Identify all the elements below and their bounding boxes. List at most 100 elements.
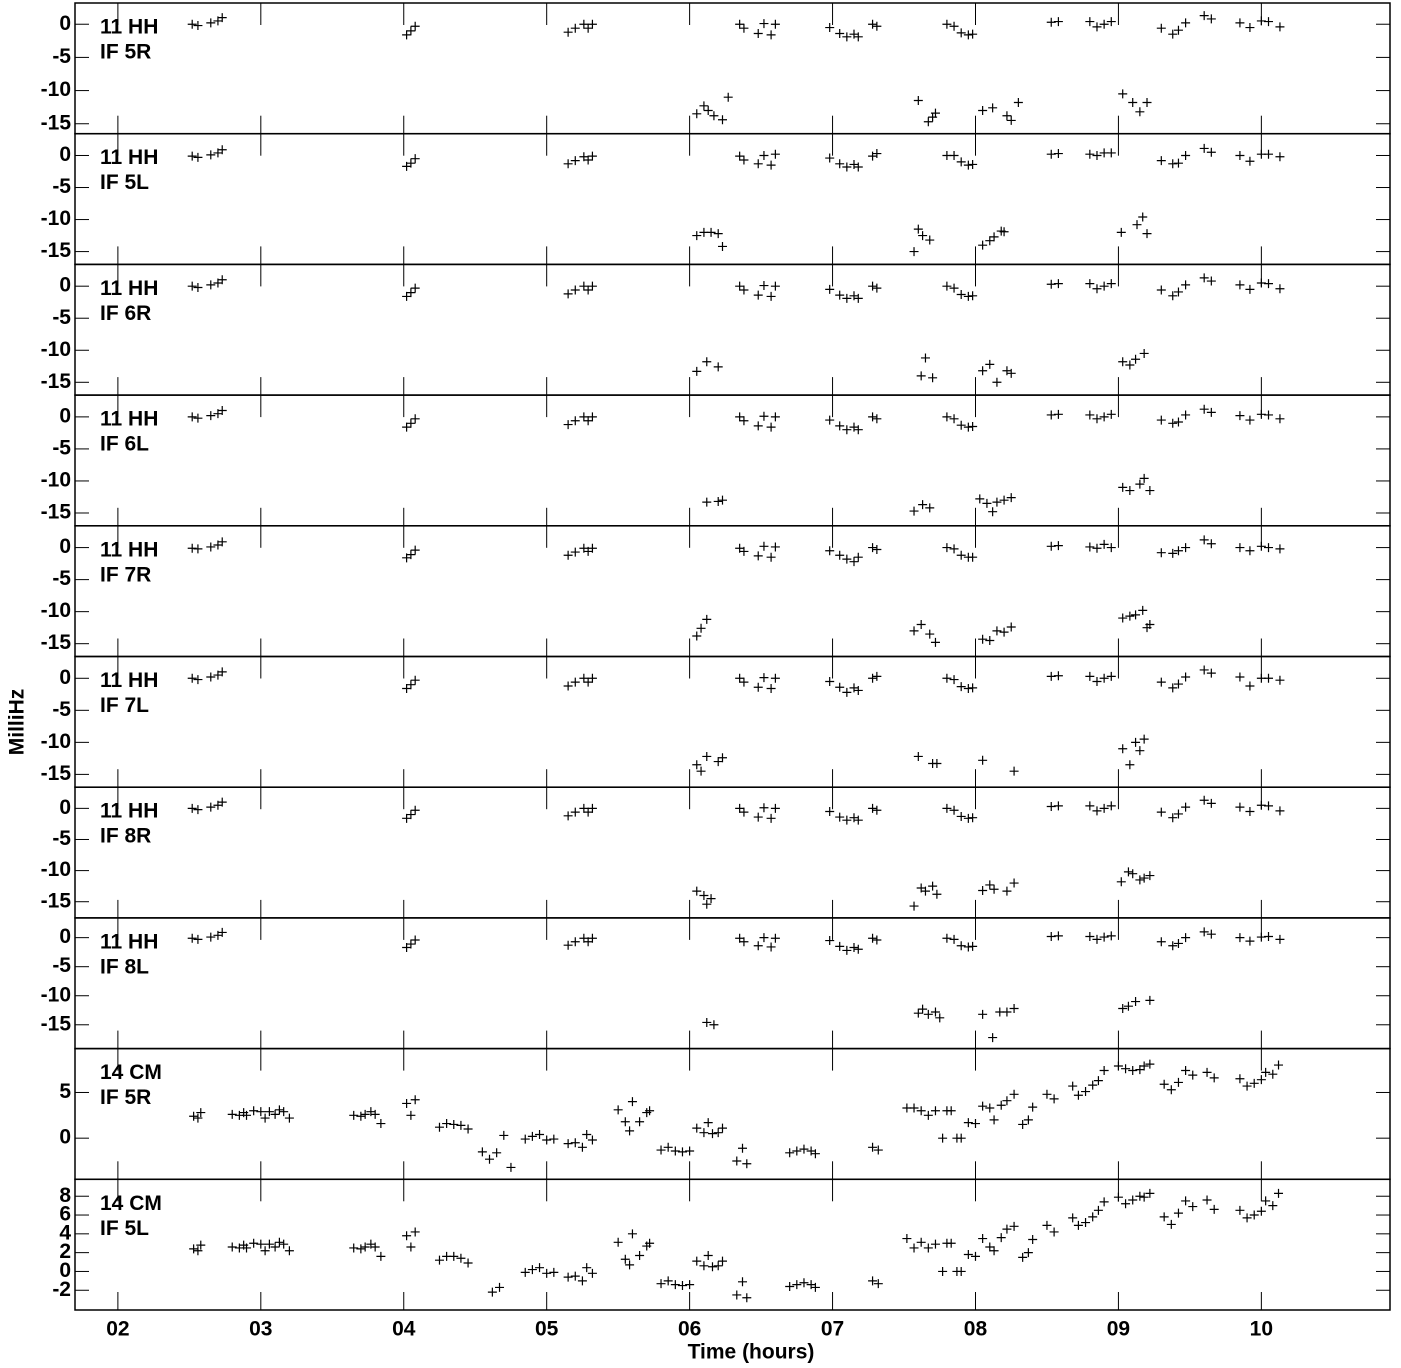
point <box>956 941 966 951</box>
point <box>918 231 928 241</box>
point <box>587 543 597 553</box>
point <box>1118 1004 1128 1014</box>
point <box>989 232 999 242</box>
y-tick-label: 6 <box>59 1203 71 1226</box>
point <box>520 1267 530 1277</box>
point <box>909 1243 919 1253</box>
point <box>739 677 749 687</box>
point <box>563 550 573 560</box>
y-tick-label: 0 <box>59 12 71 35</box>
point <box>930 108 940 118</box>
point <box>699 1261 709 1271</box>
point <box>193 544 203 554</box>
point <box>916 619 926 629</box>
point <box>735 412 745 422</box>
point <box>402 30 412 40</box>
y-axis-label: MilliHz <box>6 689 29 756</box>
point <box>1199 927 1209 937</box>
panel-frame <box>74 786 1391 919</box>
point <box>1235 18 1245 28</box>
point <box>1274 1188 1284 1198</box>
y-tick-label: -5 <box>52 567 71 590</box>
point <box>410 414 420 424</box>
point <box>1256 16 1266 26</box>
point <box>656 1145 666 1155</box>
point <box>1125 611 1135 621</box>
point <box>723 92 733 102</box>
point <box>1085 279 1095 289</box>
point <box>766 422 776 432</box>
point <box>1156 807 1166 817</box>
point <box>825 936 835 946</box>
point <box>692 1123 702 1133</box>
point <box>759 673 769 683</box>
point <box>1006 493 1016 503</box>
y-tick-label: 0 <box>59 796 71 819</box>
point <box>753 551 763 561</box>
panel-title: 11 HH <box>100 669 158 692</box>
point <box>949 21 959 31</box>
point <box>1135 875 1145 885</box>
point <box>442 1119 452 1129</box>
point <box>799 1278 809 1288</box>
point <box>1049 1227 1059 1237</box>
point <box>542 1135 552 1145</box>
point <box>1206 539 1216 549</box>
point <box>1173 938 1183 948</box>
point <box>1118 744 1128 754</box>
point <box>356 1111 366 1121</box>
point <box>707 1262 717 1272</box>
point <box>1081 1087 1091 1097</box>
y-tick-label: -5 <box>52 698 71 721</box>
panel-title: 11 HH <box>100 408 158 431</box>
point <box>1131 610 1141 620</box>
point <box>1156 677 1166 687</box>
point <box>406 939 416 949</box>
point <box>956 811 966 821</box>
point <box>1159 1079 1169 1089</box>
point <box>527 1131 537 1141</box>
point <box>520 1134 530 1144</box>
x-tick-label: 03 <box>249 1318 272 1341</box>
point <box>189 1111 199 1121</box>
point <box>753 29 763 39</box>
point <box>187 933 197 943</box>
point <box>1113 1061 1123 1071</box>
point <box>985 236 995 246</box>
point <box>1073 1090 1083 1100</box>
y-tick-label: 0 <box>59 666 71 689</box>
point <box>370 1109 380 1119</box>
point <box>985 1103 995 1113</box>
y-tick-label: 0 <box>59 143 71 166</box>
point <box>1028 1234 1038 1244</box>
point <box>645 1238 655 1248</box>
point <box>206 18 216 28</box>
point <box>656 1279 666 1289</box>
point <box>692 366 702 376</box>
x-tick-label: 10 <box>1250 1318 1273 1341</box>
point <box>1002 1007 1012 1017</box>
point <box>492 1148 502 1158</box>
point <box>949 675 959 685</box>
point <box>982 498 992 508</box>
point <box>217 667 227 677</box>
x-tick-label: 04 <box>392 1318 416 1341</box>
point <box>1093 1205 1103 1215</box>
point <box>925 235 935 245</box>
point <box>1002 1224 1012 1234</box>
point <box>583 285 593 295</box>
point <box>938 1266 948 1276</box>
point <box>1002 886 1012 896</box>
point <box>759 150 769 160</box>
point <box>1199 273 1209 283</box>
y-tick-label: 0 <box>59 535 71 558</box>
point <box>835 682 845 692</box>
point <box>1085 671 1095 681</box>
point <box>485 1154 495 1164</box>
point <box>1274 1060 1284 1070</box>
point <box>1125 486 1135 496</box>
y-tick-label: 0 <box>59 1259 71 1282</box>
point <box>853 425 863 435</box>
point <box>735 19 745 29</box>
panel-frame <box>74 917 1391 1050</box>
